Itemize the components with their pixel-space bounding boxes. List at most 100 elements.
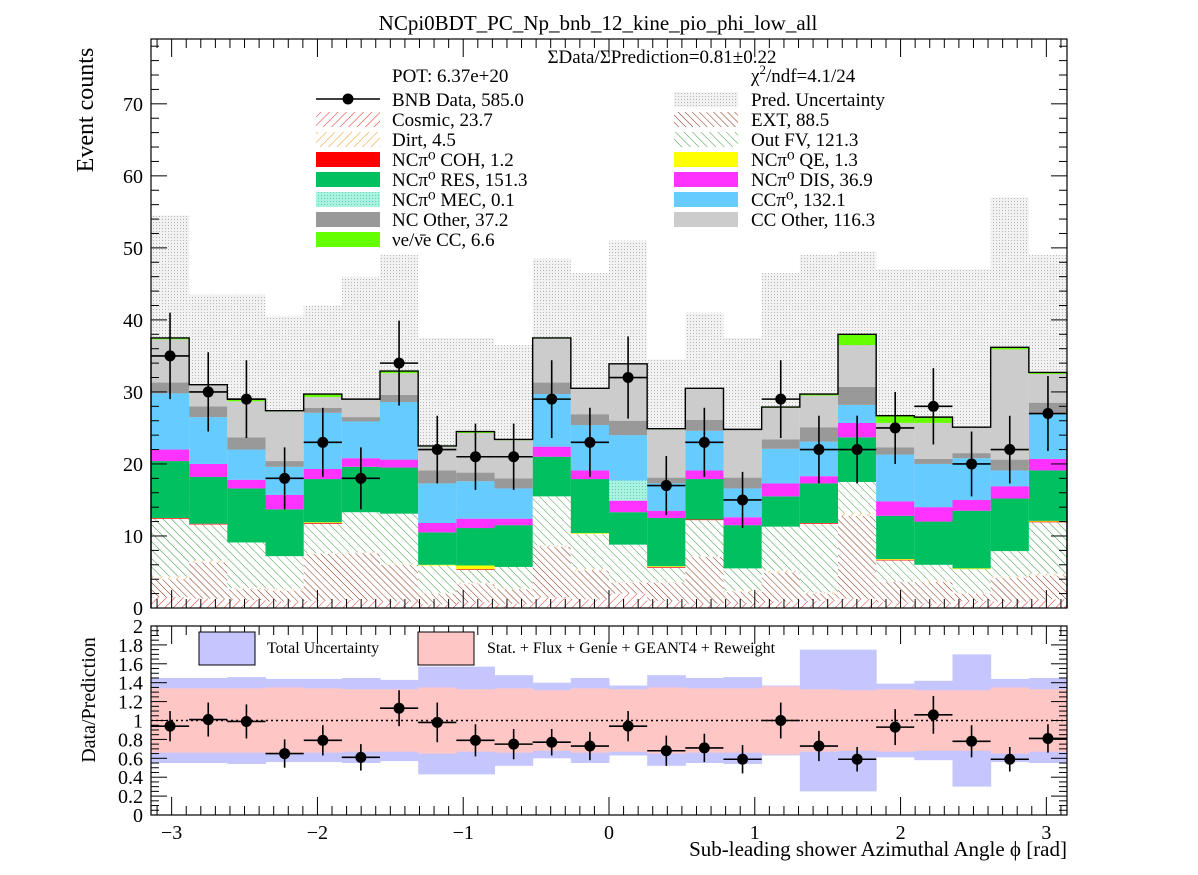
outfv-bar-4 [303, 523, 342, 554]
cosmic-bar-7 [418, 604, 457, 608]
coh-bar-8 [456, 569, 495, 570]
ccother-bar-18 [838, 345, 877, 387]
legend-label-ccother: CC Other, 116.3 [751, 210, 875, 231]
qe-bar-11 [570, 533, 609, 534]
qe-bar-4 [303, 522, 342, 524]
nue-bar-4 [303, 394, 342, 397]
ratio-point-22 [1004, 753, 1016, 765]
outfv-bar-22 [990, 551, 1029, 577]
cosmic-bar-14 [685, 603, 724, 608]
ratio-point-2 [240, 715, 252, 727]
ccpi0-bar-7 [418, 483, 457, 524]
data-point-15 [737, 494, 749, 506]
bottom-y-tick-label-10: 2 [133, 616, 143, 638]
dirt-bar-1 [189, 560, 228, 563]
legend-label-total-unc: Total Uncertainty [267, 640, 379, 657]
ncother-bar-5 [341, 417, 380, 422]
dis-bar-19 [876, 501, 915, 516]
coh-bar-19 [876, 559, 915, 561]
ratio-point-12 [622, 720, 634, 732]
ext-bar-7 [418, 593, 457, 605]
ext-bar-13 [647, 582, 686, 601]
dirt-bar-18 [838, 512, 877, 516]
coh-bar-14 [685, 519, 724, 521]
ncother-bar-20 [914, 458, 953, 464]
coh-bar-4 [303, 523, 342, 524]
prediction-outline-path [150, 333, 1068, 608]
bottom-y-tick-label-9: 1.8 [118, 635, 143, 657]
x-tick-label-1: −2 [307, 822, 328, 844]
top-legend: BNB Data, 585.0 Pred. Uncertainty Cosmic, … [316, 90, 886, 251]
outfv-bar-18 [838, 481, 877, 513]
ccpi0-bar-18 [838, 404, 877, 423]
legend-swatch-nue [316, 232, 380, 247]
dis-bar-21 [952, 499, 991, 511]
bottom-y-tick-label-7: 1.4 [118, 673, 143, 695]
legend-label-ext: EXT, 88.5 [751, 110, 829, 131]
ncother-bar-18 [838, 386, 877, 405]
top-y-tick-label-70: 70 [123, 94, 143, 116]
res-bar-19 [876, 515, 915, 560]
ext-bar-9 [494, 589, 533, 604]
bottom-legend: Total Uncertainty Stat. + Flux + Genie +… [198, 631, 776, 666]
dis-bar-16 [761, 483, 800, 497]
cosmic-bar-15 [723, 602, 762, 608]
dis-bar-23 [1028, 458, 1067, 471]
bottom-y-axis-label: Data/Prediction [78, 637, 100, 763]
dirt-bar-17 [799, 592, 838, 594]
dirt-bar-7 [418, 592, 457, 594]
legend-swatch-res [316, 172, 380, 187]
bottom-y-tick-label-2: 0.4 [118, 767, 143, 789]
legend-swatch-outfv [674, 132, 738, 147]
dis-bar-7 [418, 523, 457, 533]
top-y-tick-label-40: 40 [123, 310, 143, 332]
res-bar-10 [532, 456, 571, 497]
mec-bar-12 [609, 480, 648, 501]
legend-swatch-ext [674, 112, 738, 127]
bottom-y-tick-label-4: 0.8 [118, 729, 143, 751]
data-point-2 [240, 393, 252, 405]
ext-bar-0 [151, 579, 190, 598]
legend-swatch-ccpi0 [674, 192, 738, 207]
bottom-y-tick-label-5: 1 [133, 711, 143, 733]
legend-label-nue: νe/ν̄e CC, 6.6 [392, 230, 495, 251]
cosmic-bar-16 [761, 601, 800, 608]
data-point-5 [355, 472, 367, 484]
ext-bar-8 [456, 584, 495, 603]
cosmic-bar-21 [952, 600, 991, 608]
ratio-point-13 [660, 745, 672, 757]
ratio-point-0 [164, 720, 176, 732]
legend-swatch-total-unc [198, 631, 256, 666]
ratio-point-23 [1042, 732, 1054, 744]
qe-bar-21 [952, 568, 991, 570]
dirt-bar-6 [380, 563, 419, 565]
cosmic-bar-9 [494, 603, 533, 608]
outfv-bar-20 [914, 564, 953, 581]
dirt-bar-16 [761, 570, 800, 573]
res-bar-1 [189, 476, 228, 524]
legend-swatch-dirt [316, 132, 380, 147]
dis-bar-8 [456, 518, 495, 529]
data-point-18 [851, 444, 863, 456]
legend-label-dis: NCπ⁰ DIS, 36.9 [751, 170, 873, 191]
cosmic-bar-3 [265, 601, 304, 608]
coh-bar-23 [1028, 521, 1067, 523]
ratio-point-4 [317, 734, 329, 746]
dirt-bar-2 [227, 587, 266, 590]
x-tick-label-0: −3 [161, 822, 182, 844]
outfv-bar-5 [341, 512, 380, 553]
coh-bar-1 [189, 523, 228, 525]
res-bar-3 [265, 509, 304, 557]
outfv-bar-12 [609, 544, 648, 583]
top-panel: 0 10 20 30 40 50 60 70 Event counts ΣData/ΣPred… [73, 38, 1068, 620]
legend-label-outfv: Out FV, 121.3 [751, 130, 858, 151]
dirt-bar-23 [1028, 573, 1067, 576]
outfv-bar-7 [418, 565, 457, 593]
ratio-point-3 [279, 748, 291, 760]
dirt-bar-4 [303, 553, 342, 554]
ratio-points [150, 690, 1068, 774]
nue-bar-22 [990, 347, 1029, 350]
legend-label-dirt: Dirt, 4.5 [392, 130, 456, 151]
dirt-bar-13 [647, 582, 686, 583]
